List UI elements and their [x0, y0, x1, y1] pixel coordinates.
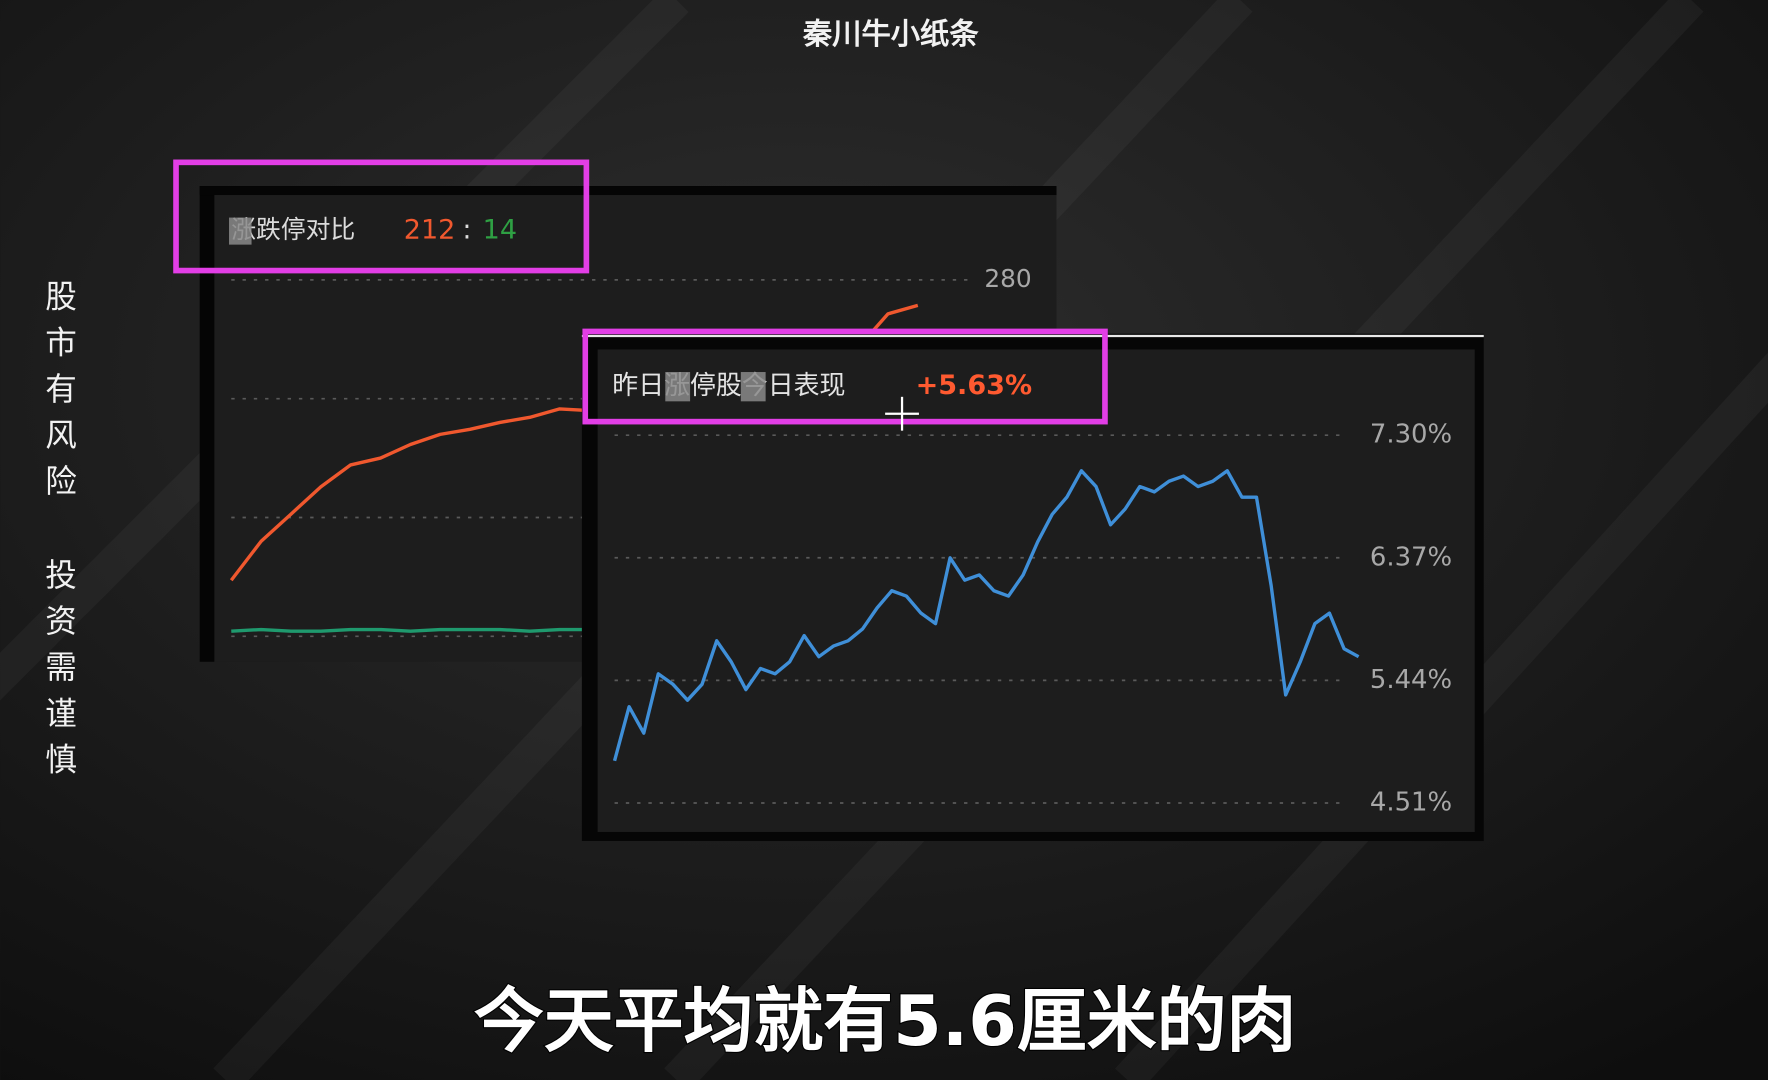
- limit-up-count: 212: [404, 215, 456, 246]
- panel-border: [199, 186, 1057, 196]
- blur-mask: [229, 217, 252, 245]
- chart-title: 昨日涨停股今日表现: [612, 371, 845, 401]
- y-tick-label: 5.44%: [1370, 665, 1452, 695]
- y-tick-label: 6.37%: [1370, 542, 1452, 572]
- panel-border: [199, 186, 215, 662]
- highlight-box: [582, 328, 1108, 425]
- limit-down-count: 14: [483, 215, 517, 246]
- blur-mask: [665, 372, 691, 402]
- chart-panel: 昨日涨停股今日表现 +5.63% 4.51% 5.44% 6.37% 7.30%: [581, 333, 1484, 842]
- series-line: [612, 469, 1360, 762]
- side-notice: 投资需谨慎: [40, 558, 76, 789]
- cursor: [885, 396, 919, 431]
- separator: :: [462, 215, 471, 246]
- subtitle: 今天平均就有5.6厘米的肉: [474, 981, 1297, 1062]
- y-tick-label: 280: [984, 264, 1031, 293]
- panel-background: [597, 349, 1475, 832]
- overlay-title: 秦川牛小纸条: [802, 16, 979, 51]
- blur-mask: [740, 372, 766, 402]
- y-tick-label: 7.30%: [1370, 420, 1452, 450]
- side-notice: 股市有风险: [40, 280, 76, 511]
- y-tick-label: 4.51%: [1370, 787, 1452, 817]
- change-label: +5.63%: [916, 370, 1033, 401]
- highlight-box: [173, 159, 590, 274]
- chart-title: 涨跌停对比: [231, 215, 355, 244]
